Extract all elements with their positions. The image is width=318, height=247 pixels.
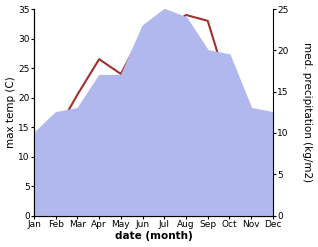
Y-axis label: med. precipitation (kg/m2): med. precipitation (kg/m2) (302, 42, 313, 182)
X-axis label: date (month): date (month) (114, 231, 192, 242)
Y-axis label: max temp (C): max temp (C) (5, 76, 16, 148)
